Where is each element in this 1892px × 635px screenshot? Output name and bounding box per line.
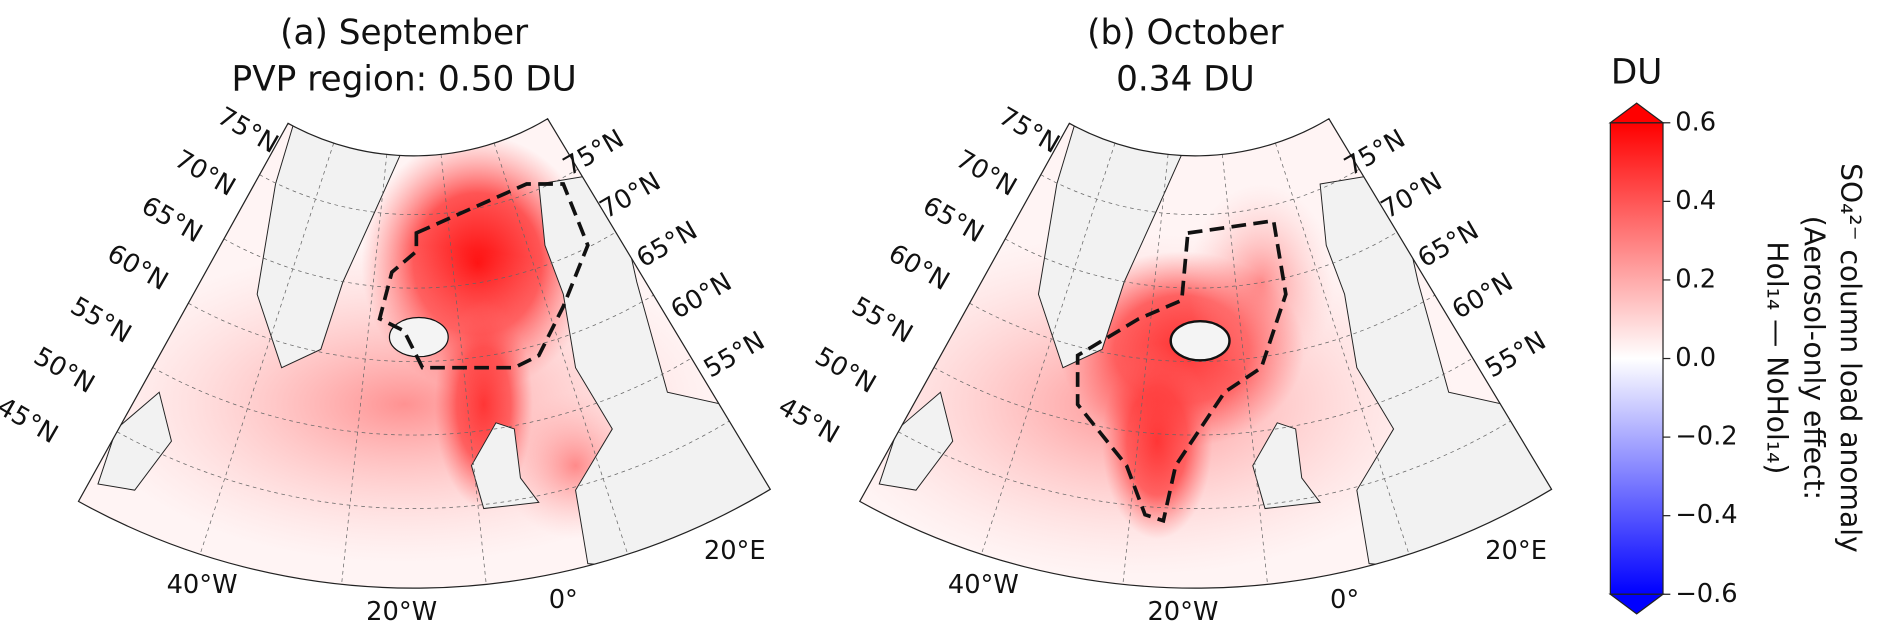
colorbar-extend xyxy=(1608,102,1665,124)
graticule xyxy=(259,168,579,215)
lat-label: 55°N xyxy=(847,291,918,349)
colorbar-label: SO₄²⁻ column load anomaly xyxy=(1834,163,1867,553)
graticule xyxy=(152,357,692,436)
iceland xyxy=(388,316,449,358)
iceland xyxy=(1169,319,1231,362)
graticule xyxy=(933,357,1473,436)
lat-label: 65°N xyxy=(918,191,989,249)
pvp-contour xyxy=(1075,218,1288,524)
lat-label: 65°N xyxy=(1413,216,1484,274)
lat-label: 45°N xyxy=(773,392,844,450)
map-border xyxy=(858,117,1553,589)
graticule xyxy=(493,143,629,555)
lon-label: 40°W xyxy=(948,570,1019,600)
lon-label: 20°W xyxy=(1147,597,1218,627)
lat-label: 65°N xyxy=(632,216,703,274)
lon-label: 0° xyxy=(1330,585,1359,615)
lat-label: 75°N xyxy=(993,101,1064,159)
lat-label: 75°N xyxy=(558,124,629,182)
colorbar-tick-label: 0.4 xyxy=(1675,186,1716,216)
colorbar-label: (Aerosol-only effect: xyxy=(1797,216,1830,500)
graticule xyxy=(1275,143,1410,555)
lat-label: 70°N xyxy=(169,144,240,202)
panel-title: PVP region: 0.50 DU xyxy=(232,60,577,100)
land xyxy=(97,391,172,491)
lat-label: 70°N xyxy=(951,144,1022,202)
land xyxy=(256,122,411,369)
land xyxy=(470,422,540,510)
colorbar-tick-label: −0.4 xyxy=(1675,500,1737,530)
lat-label: 55°N xyxy=(699,326,770,384)
lat-label: 60°N xyxy=(883,239,954,297)
colorbar-tick-label: 0.2 xyxy=(1675,264,1716,294)
lat-label: 60°N xyxy=(1447,267,1518,325)
land xyxy=(1252,422,1322,510)
colorbar-extend xyxy=(1608,593,1665,615)
map-panel xyxy=(78,118,771,589)
lat-label: 55°N xyxy=(1480,326,1551,384)
panel-title: (b) October xyxy=(1087,13,1284,53)
lat-label: 75°N xyxy=(1339,124,1410,182)
colorbar-tick-label: −0.6 xyxy=(1675,579,1737,609)
map-border xyxy=(77,117,772,589)
colorbar xyxy=(1609,122,1664,595)
lon-label: 0° xyxy=(549,585,578,615)
lat-label: 60°N xyxy=(102,239,173,297)
graticule xyxy=(1221,154,1268,585)
land xyxy=(878,391,954,491)
colorbar-tick-label: −0.2 xyxy=(1675,422,1737,452)
lon-label: 20°E xyxy=(704,536,766,566)
lat-label: 50°N xyxy=(28,341,99,399)
lon-label: 20°W xyxy=(366,597,437,627)
graticule xyxy=(1005,231,1398,289)
colorbar-units: DU xyxy=(1611,52,1662,92)
graticule xyxy=(969,294,1436,362)
colorbar-label: Hol₁₄ — NoHol₁₄) xyxy=(1761,241,1794,474)
graticule xyxy=(341,154,388,585)
colorbar-tick-label: 0.6 xyxy=(1675,107,1716,137)
lat-label: 45°N xyxy=(0,392,63,450)
lat-label: 60°N xyxy=(666,267,737,325)
land xyxy=(1037,122,1193,369)
lat-label: 75°N xyxy=(212,101,283,159)
graticule xyxy=(188,294,654,362)
pvp-contour xyxy=(377,182,590,370)
lat-label: 55°N xyxy=(65,291,136,349)
lon-label: 20°E xyxy=(1485,536,1547,566)
lon-label: 40°W xyxy=(167,570,238,600)
graticule xyxy=(981,143,1116,555)
graticule xyxy=(199,143,335,555)
panel-title: (a) September xyxy=(280,13,529,53)
graticule xyxy=(1040,168,1360,215)
lat-label: 65°N xyxy=(136,191,207,249)
panel-title: 0.34 DU xyxy=(1116,60,1255,100)
lat-label: 70°N xyxy=(595,167,666,225)
map-panel xyxy=(859,118,1552,589)
lat-label: 50°N xyxy=(810,341,881,399)
graticule xyxy=(1122,154,1169,585)
lat-label: 70°N xyxy=(1376,167,1447,225)
colorbar-tick-label: 0.0 xyxy=(1675,343,1716,373)
graticule xyxy=(223,231,616,289)
